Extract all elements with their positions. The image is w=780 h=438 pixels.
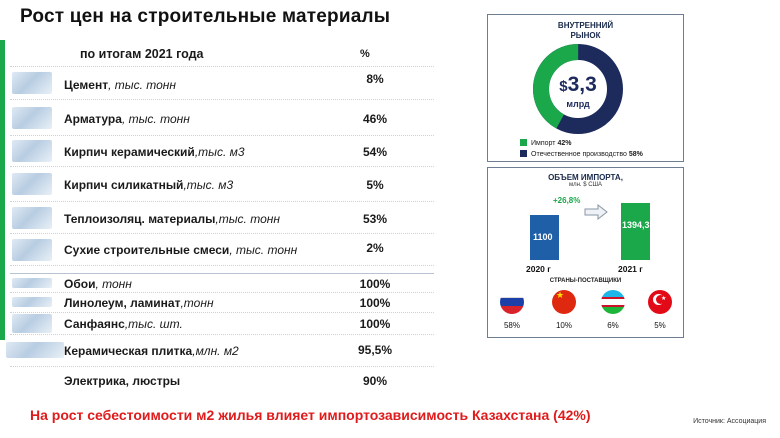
row-name: Линолеум, ламинат,тонн (64, 296, 214, 310)
supplier-countries-label: СТРАНЫ-ПОСТАВЩИКИ (549, 278, 622, 284)
wallpaper-thumbnail (12, 278, 52, 288)
row-pct: 95,5% (357, 343, 393, 357)
legend-swatch-import (520, 139, 527, 146)
linoleum-thumbnail (12, 297, 52, 307)
table-row: Линолеум, ламинат,тонн 100% (10, 293, 434, 313)
uzbekistan-flag-icon (601, 290, 625, 314)
table-header: по итогам 2021 года % (10, 43, 434, 67)
table-row: Кирпич силикатный,тыс. м3 5% (10, 167, 434, 202)
bar-year-2021: 2021 г (618, 264, 643, 274)
row-pct: 8% (366, 72, 384, 86)
silicate-brick-thumbnail (12, 173, 52, 195)
row-name: Электрика, люстры (64, 374, 181, 388)
insulation-thumbnail (12, 207, 52, 229)
row-name: Сухие строительные смеси, тыс. тонн (64, 243, 298, 257)
table-row: Сухие строительные смеси, тыс. тонн 2% (10, 234, 434, 266)
dry-mix-thumbnail (12, 239, 52, 261)
table-row: Цемент, тыс. тонн 8% (10, 67, 434, 100)
accent-bar (0, 40, 5, 340)
share-uzbekistan: 6% (607, 321, 619, 330)
row-name: Керамическая плитка,млн. м2 (64, 344, 239, 358)
row-name: Кирпич силикатный,тыс. м3 (64, 178, 234, 192)
turkey-flag-icon: ★ (648, 290, 672, 314)
import-bar-2021 (621, 202, 650, 260)
growth-label: +26,8% (553, 196, 581, 205)
donut-center: $3,3 млрд (532, 43, 624, 135)
row-pct: 90% (362, 374, 388, 388)
bar-year-2020: 2020 г (526, 264, 551, 274)
row-name: Кирпич керамический,тыс. м3 (64, 145, 245, 159)
cement-thumbnail (12, 72, 52, 94)
donut-slice-import (533, 44, 623, 134)
china-flag-icon: ★ (552, 290, 576, 314)
row-pct: 53% (362, 212, 388, 226)
price-growth-table: по итогам 2021 года % Цемент, тыс. тонн … (6, 43, 434, 393)
row-name: Санфаянс,тыс. шт. (64, 317, 183, 331)
market-donut-chart (533, 44, 623, 134)
table-row: Теплоизоляц. материалы,тыс. тонн 53% (10, 202, 434, 234)
share-turkey: 5% (654, 321, 666, 330)
row-pct: 54% (362, 145, 388, 159)
table-row: Санфаянс,тыс. шт. 100% (10, 313, 434, 335)
row-name: Обои, тонн (64, 277, 132, 291)
row-name: Теплоизоляц. материалы,тыс. тонн (64, 212, 280, 226)
table-header-label: по итогам 2021 года (80, 47, 204, 61)
ceramic-tile-thumbnail (6, 342, 64, 358)
market-value-unit: млрд (566, 99, 590, 109)
table-row: Кирпич керамический,тыс. м3 54% (10, 136, 434, 167)
market-value: $3,3 (559, 73, 597, 96)
sanitary-thumbnail (12, 314, 52, 333)
row-pct: 46% (362, 112, 388, 126)
row-name: Арматура, тыс. тонн (64, 112, 190, 126)
row-name: Цемент, тыс. тонн (64, 78, 177, 92)
share-russia: 58% (503, 321, 520, 330)
table-row: Обои, тонн 100% (10, 273, 434, 293)
table-header-unit: % (360, 48, 370, 60)
legend-swatch-domestic (520, 150, 527, 157)
row-pct: 100% (359, 277, 391, 291)
table-row: Керамическая плитка,млн. м2 95,5% (6, 335, 434, 367)
import-volume-panel: ОБЪЕМ ИМПОРТА, млн. $ США +26,8% 1100 13… (487, 167, 684, 338)
slide-title: Рост цен на строительные материалы (20, 6, 391, 27)
row-pct: 2% (366, 241, 384, 255)
rebar-thumbnail (12, 107, 52, 129)
domestic-market-panel: ВНУТРЕННИЙ РЫНОК $3,3 млрд Импорт 42% От… (487, 14, 684, 162)
ceramic-brick-thumbnail (12, 140, 52, 162)
legend-domestic: Отечественное производство 58% (520, 150, 643, 158)
growth-arrow-icon (584, 204, 608, 220)
footer-note: На рост себестоимости м2 жилья влияет им… (30, 407, 591, 423)
donut-title: ВНУТРЕННИЙ РЫНОК (557, 21, 614, 40)
russia-flag-icon (500, 290, 524, 314)
import-bar-2020 (530, 214, 559, 260)
table-row: Арматура, тыс. тонн 46% (10, 100, 434, 136)
share-china: 10% (555, 321, 572, 330)
import-subtitle: млн. $ США (568, 182, 603, 188)
legend-import: Импорт 42% (520, 139, 571, 147)
row-pct: 100% (359, 296, 391, 310)
import-title: ОБЪЕМ ИМПОРТА, (548, 173, 623, 182)
bar-value-2020: 1100 (533, 231, 553, 242)
bar-value-2021: 1394,3 (622, 219, 650, 230)
source-note: Источник: Ассоциация (693, 418, 766, 425)
table-row: Электрика, люстры 90% (10, 367, 434, 393)
row-pct: 5% (366, 178, 384, 192)
row-pct: 100% (359, 317, 391, 331)
